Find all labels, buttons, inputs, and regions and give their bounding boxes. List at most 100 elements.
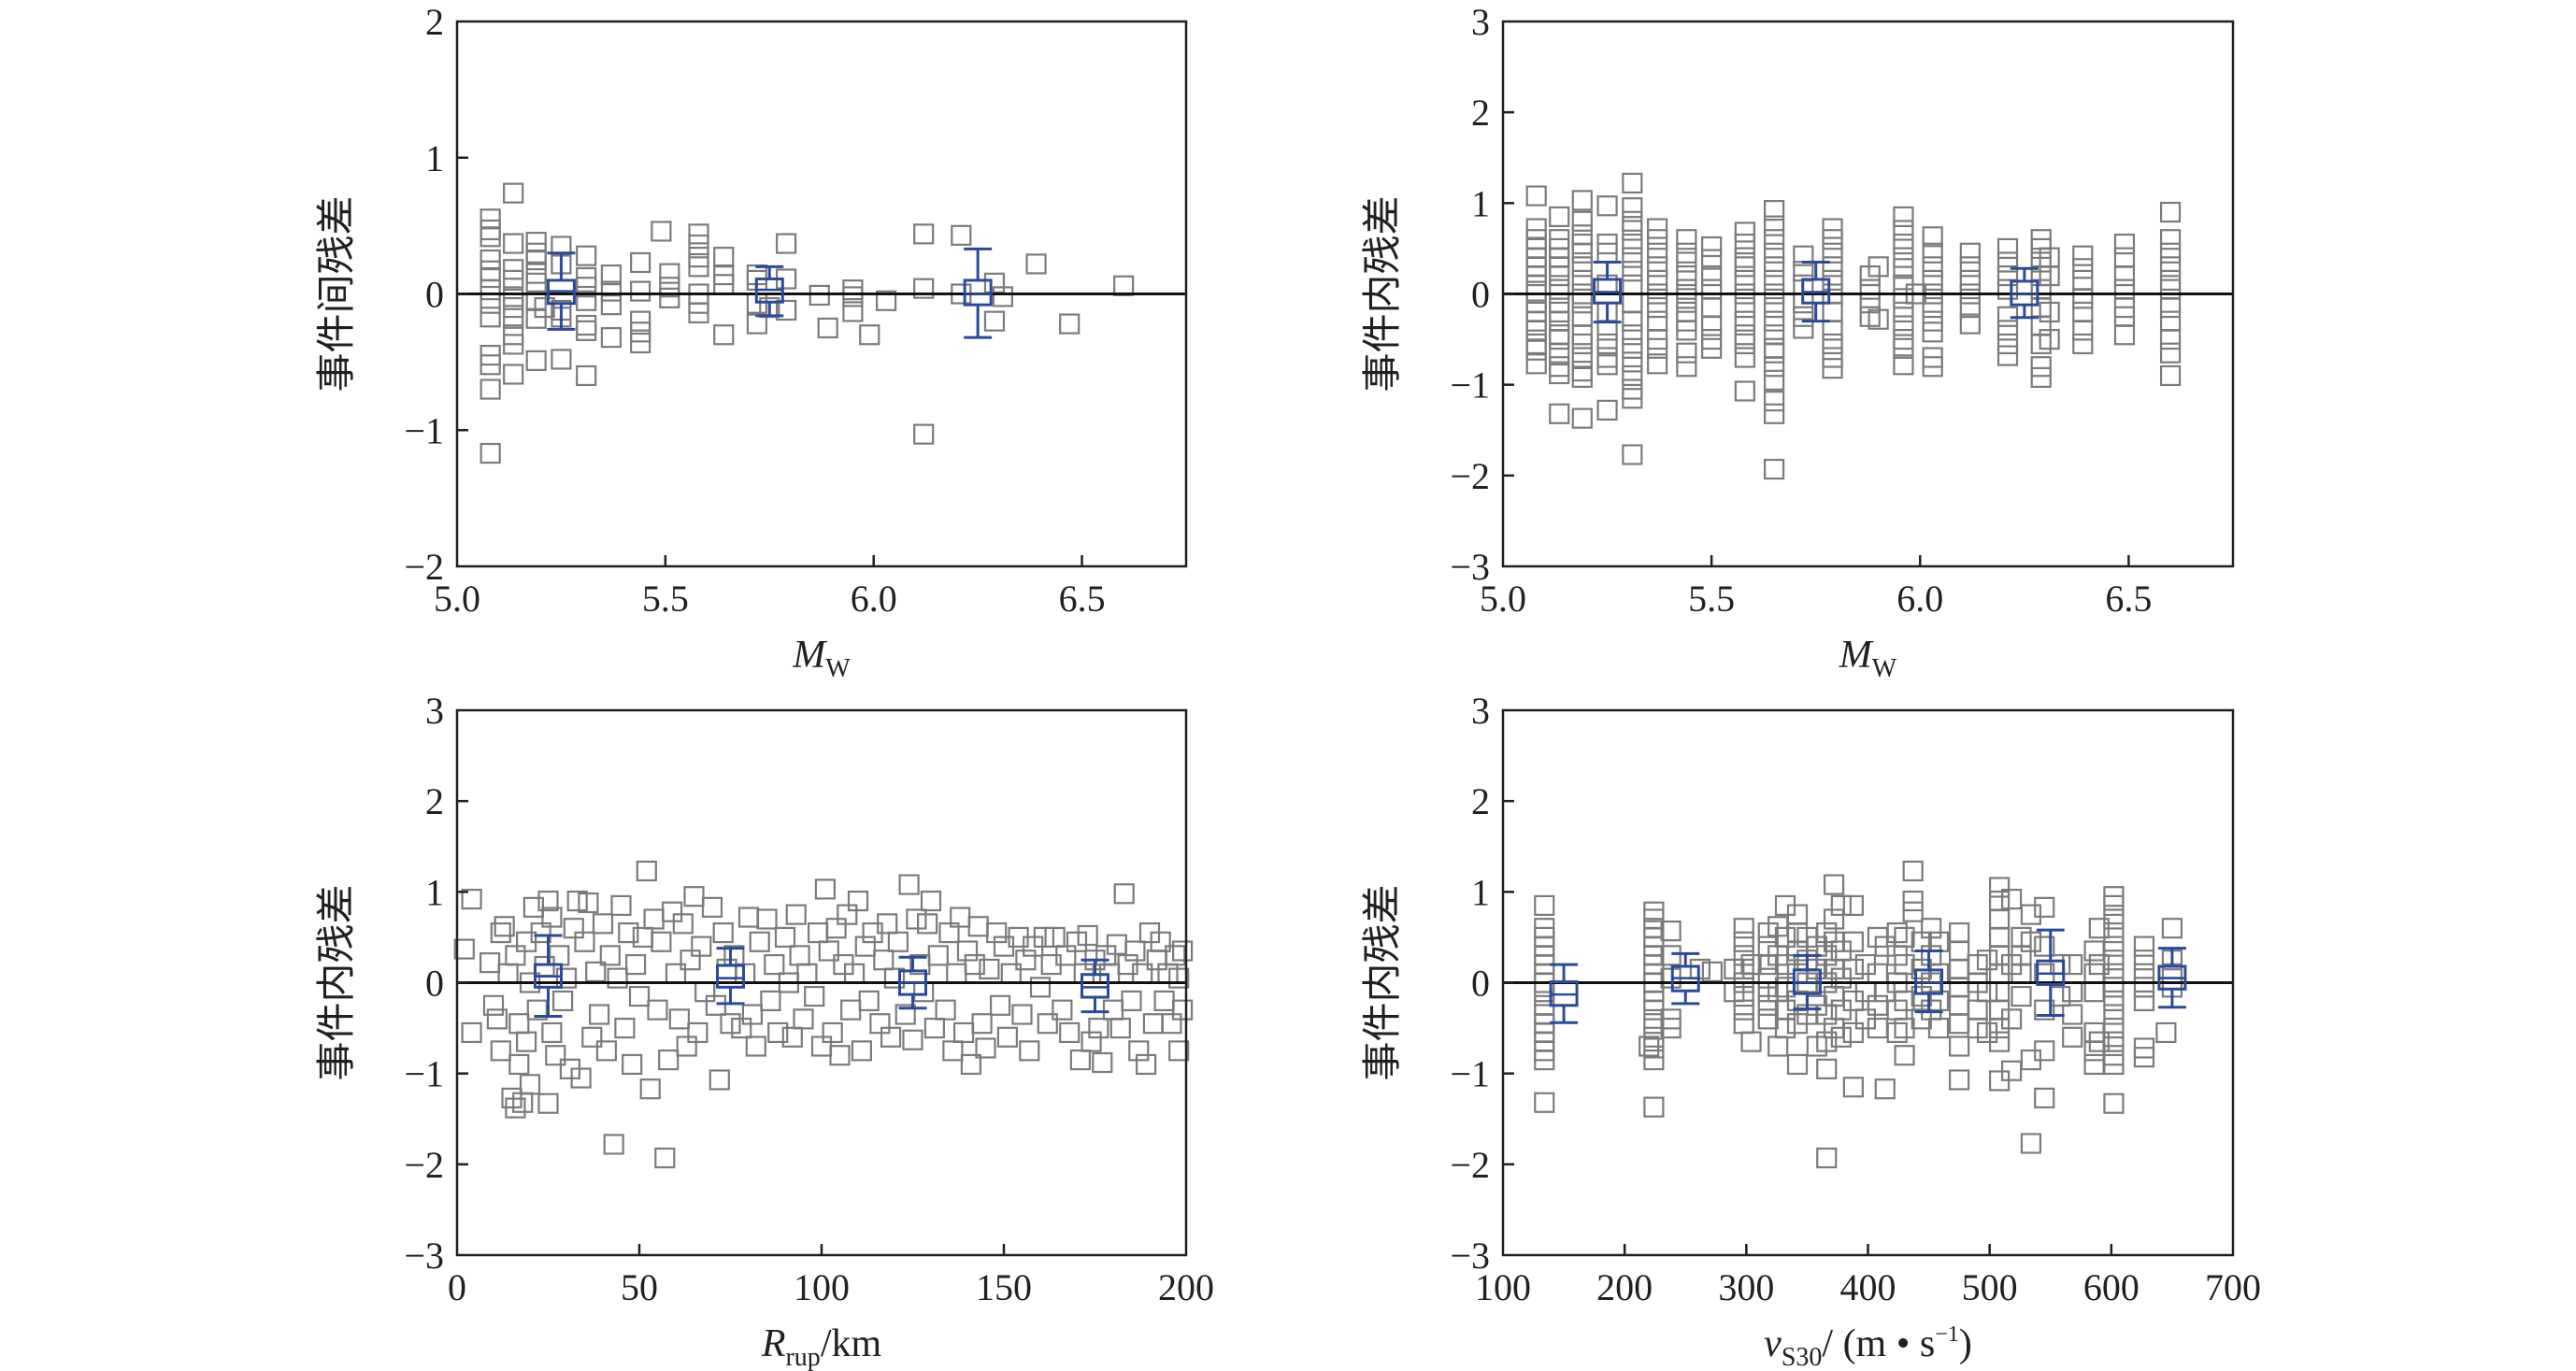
data-point	[1959, 313, 1981, 335]
data-point	[1734, 347, 1755, 368]
bin-statistic	[1549, 963, 1579, 1024]
data-point	[1676, 320, 1697, 341]
data-point	[1622, 220, 1643, 241]
data-point	[1701, 315, 1723, 336]
x-tick-label: 6.5	[1059, 578, 1106, 620]
data-point	[599, 945, 621, 966]
data-point	[1822, 229, 1843, 250]
x-tick-label: 5.0	[1480, 578, 1526, 620]
data-point	[505, 1097, 526, 1119]
data-point	[1052, 999, 1073, 1021]
data-point	[503, 269, 524, 292]
data-point	[1135, 1053, 1157, 1076]
data-point	[720, 1013, 741, 1035]
y-tick-label: −3	[1450, 546, 1490, 588]
data-point	[859, 324, 880, 346]
data-point	[1571, 242, 1593, 264]
x-label-superscript: −1	[1935, 1322, 1959, 1347]
data-point	[2072, 320, 2094, 341]
data-point	[1996, 333, 2019, 355]
data-point	[1571, 256, 1593, 278]
data-point	[603, 1134, 624, 1155]
data-point	[1622, 388, 1643, 409]
data-point	[1893, 337, 1914, 359]
x-tick-label: 100	[1475, 1266, 1531, 1308]
data-point	[551, 990, 574, 1012]
data-point	[701, 896, 723, 918]
data-point	[774, 926, 796, 949]
x-axis-label: MW	[1839, 634, 1897, 683]
data-point	[479, 442, 501, 464]
data-point	[2062, 1026, 2083, 1048]
bin-statistic	[754, 264, 784, 318]
data-point	[607, 967, 628, 989]
x-tick-label: 50	[621, 1266, 658, 1308]
data-point	[508, 1013, 530, 1035]
data-point	[1647, 296, 1668, 319]
data-point	[1069, 1049, 1092, 1071]
data-point	[551, 349, 572, 370]
data-point	[1822, 320, 1843, 341]
data-point	[1734, 256, 1755, 278]
x-label-main: R	[761, 1322, 786, 1365]
data-point	[1949, 1013, 1970, 1035]
y-tick-label: 1	[1471, 182, 1490, 224]
data-point	[1822, 333, 1843, 355]
data-point	[1534, 894, 1555, 917]
data-point	[1894, 1017, 1915, 1039]
y-tick-label: 2	[425, 1, 444, 43]
data-point	[810, 1035, 833, 1057]
data-point	[1734, 333, 1755, 355]
data-point	[840, 999, 862, 1021]
data-point	[654, 1147, 676, 1169]
data-point	[842, 279, 864, 301]
x-tick-label: 100	[794, 1266, 850, 1308]
data-point	[1077, 924, 1098, 947]
data-point	[549, 945, 570, 966]
x-label-unit: /km	[821, 1322, 882, 1365]
data-point	[659, 277, 680, 298]
data-point	[2159, 242, 2182, 264]
data-point	[1549, 278, 1570, 300]
data-point	[1647, 242, 1668, 264]
data-point	[585, 961, 607, 982]
y-tick-label: 2	[425, 780, 444, 822]
data-point	[545, 1045, 566, 1066]
y-tick-label: 0	[425, 963, 444, 1005]
data-point	[2159, 296, 2182, 319]
data-point	[1622, 172, 1643, 194]
data-point	[1165, 945, 1186, 966]
data-point	[1763, 391, 1785, 412]
data-point	[2020, 1133, 2042, 1154]
data-point	[983, 310, 1006, 332]
data-point	[630, 321, 651, 343]
data-point	[1922, 356, 1943, 378]
data-point	[837, 904, 858, 925]
data-point	[1660, 921, 1682, 942]
data-point	[525, 242, 547, 264]
data-point	[1868, 308, 1889, 330]
data-point	[1092, 1051, 1113, 1074]
data-point	[665, 963, 687, 984]
data-point	[1893, 206, 1914, 228]
data-point	[503, 182, 524, 204]
data-point	[503, 296, 524, 319]
data-point	[2088, 1031, 2110, 1052]
data-point	[672, 913, 694, 935]
data-point	[1959, 296, 1981, 319]
data-point	[1767, 1035, 1789, 1057]
data-point	[869, 1013, 891, 1035]
data-point	[1534, 1092, 1555, 1113]
data-point	[600, 327, 623, 349]
data-point	[676, 1035, 697, 1057]
data-point	[1525, 185, 1547, 207]
data-point	[1019, 1040, 1040, 1062]
data-point	[479, 226, 501, 248]
data-point	[541, 1021, 563, 1044]
data-point	[2133, 963, 2155, 984]
data-point	[482, 994, 505, 1016]
data-point	[1734, 296, 1755, 319]
y-tick-label: 2	[1471, 780, 1490, 822]
x-tick-label: 300	[1718, 1266, 1774, 1308]
data-point	[2103, 990, 2125, 1012]
